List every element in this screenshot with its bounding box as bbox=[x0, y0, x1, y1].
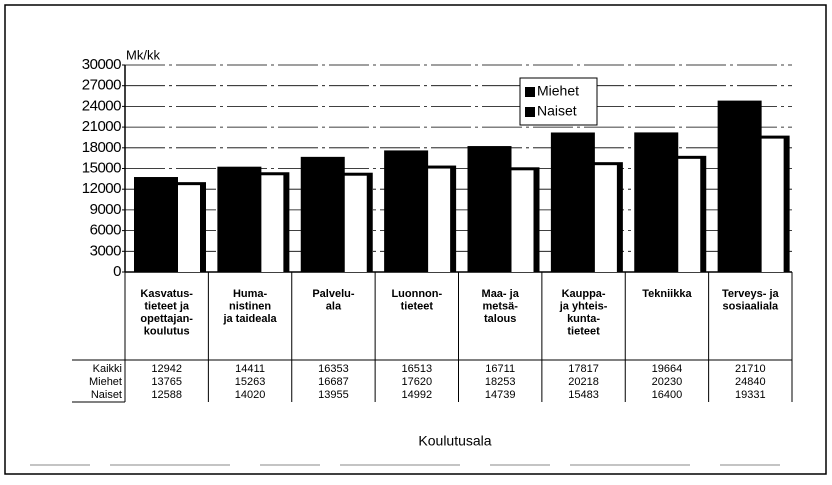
x-tick-label: Tekniikka bbox=[642, 288, 692, 300]
frame bbox=[4, 4, 827, 475]
table-cell: 14411 bbox=[235, 363, 265, 375]
bar bbox=[134, 177, 178, 272]
table-cell: 24840 bbox=[735, 376, 766, 388]
legend-label: Naiset bbox=[537, 103, 577, 119]
table-row-label: Naiset bbox=[91, 389, 122, 401]
x-tick-label: opettajan- bbox=[140, 313, 193, 325]
legend-box bbox=[519, 77, 598, 126]
x-tick-label: tieteet bbox=[567, 325, 600, 337]
bar bbox=[550, 132, 595, 272]
y-axis-label: Mk/kk bbox=[126, 47, 160, 62]
table-cell: 14020 bbox=[235, 389, 266, 401]
table-cell: 13955 bbox=[318, 389, 349, 401]
x-tick-label: tieteet bbox=[401, 300, 434, 312]
y-tick-label: 21000 bbox=[82, 118, 121, 135]
x-tick-label: kunta- bbox=[567, 313, 600, 325]
y-tick-label: 3000 bbox=[90, 242, 122, 259]
bar bbox=[175, 185, 200, 272]
bar bbox=[341, 175, 367, 272]
y-tick-label: 24000 bbox=[82, 97, 121, 114]
bar bbox=[258, 175, 284, 272]
y-tick-label: 30000 bbox=[82, 56, 121, 73]
x-tick-label: Luonnon- bbox=[391, 288, 442, 300]
table-cell: 16353 bbox=[318, 363, 349, 375]
table-cell: 16687 bbox=[318, 376, 349, 388]
y-tick-label: 9000 bbox=[90, 201, 122, 218]
table-cell: 17817 bbox=[568, 363, 599, 375]
y-tick-label: 15000 bbox=[82, 159, 121, 176]
legend-swatch bbox=[525, 87, 535, 97]
x-tick-label: Palvelu- bbox=[312, 288, 355, 300]
legend-label: Miehet bbox=[537, 83, 579, 99]
table-cell: 16400 bbox=[652, 389, 683, 401]
x-tick-label: metsä- bbox=[482, 300, 518, 312]
y-tick-label: 27000 bbox=[82, 77, 121, 94]
x-tick-label: ja yhteis- bbox=[559, 300, 608, 312]
x-tick-label: Terveys- ja bbox=[722, 288, 780, 300]
x-tick-label: Kauppa- bbox=[562, 288, 606, 300]
bar bbox=[634, 132, 679, 272]
x-tick-label: ja taideala bbox=[222, 313, 277, 325]
x-tick-label: sosiaaliala bbox=[722, 300, 779, 312]
table-cell: 17620 bbox=[402, 376, 433, 388]
table-row-label: Miehet bbox=[89, 376, 122, 388]
table-cell: 12942 bbox=[151, 363, 182, 375]
bar bbox=[467, 146, 512, 272]
table-cell: 18253 bbox=[485, 376, 516, 388]
bar bbox=[591, 165, 617, 272]
table-cell: 20218 bbox=[568, 376, 599, 388]
table-cell: 20230 bbox=[652, 376, 683, 388]
x-tick-label: ala bbox=[326, 300, 342, 312]
y-tick-label: 12000 bbox=[82, 180, 121, 197]
bar bbox=[300, 156, 345, 272]
bar bbox=[717, 100, 762, 272]
x-tick-label: Kasvatus- bbox=[140, 288, 193, 300]
table-row-label: Kaikki bbox=[93, 363, 122, 375]
x-tick-label: Maa- ja bbox=[482, 288, 520, 300]
x-tick-label: koulutus bbox=[144, 325, 190, 337]
bar bbox=[675, 158, 701, 272]
y-tick-label: 0 bbox=[113, 263, 121, 280]
bar bbox=[384, 150, 429, 272]
table-cell: 15483 bbox=[568, 389, 599, 401]
table-cell: 19664 bbox=[652, 363, 683, 375]
legend-swatch bbox=[525, 107, 535, 117]
table-cell: 13765 bbox=[151, 376, 182, 388]
y-tick-label: 6000 bbox=[90, 222, 122, 239]
x-tick-label: Huma- bbox=[233, 288, 268, 300]
table-cell: 14739 bbox=[485, 389, 516, 401]
bar bbox=[217, 166, 262, 272]
x-axis-label: Koulutusala bbox=[418, 433, 491, 449]
y-tick-label: 18000 bbox=[82, 139, 121, 156]
table-cell: 16711 bbox=[485, 363, 515, 375]
x-tick-label: tieteet ja bbox=[144, 300, 190, 312]
table-cell: 12588 bbox=[151, 389, 182, 401]
x-tick-label: talous bbox=[484, 313, 516, 325]
table-cell: 19331 bbox=[735, 389, 766, 401]
bar bbox=[508, 170, 534, 272]
x-tick-label: nistinen bbox=[229, 300, 271, 312]
bar bbox=[425, 168, 451, 272]
table-cell: 15263 bbox=[235, 376, 266, 388]
bar bbox=[758, 138, 784, 272]
table-cell: 14992 bbox=[402, 389, 433, 401]
table-cell: 16513 bbox=[402, 363, 433, 375]
table-cell: 21710 bbox=[735, 363, 766, 375]
